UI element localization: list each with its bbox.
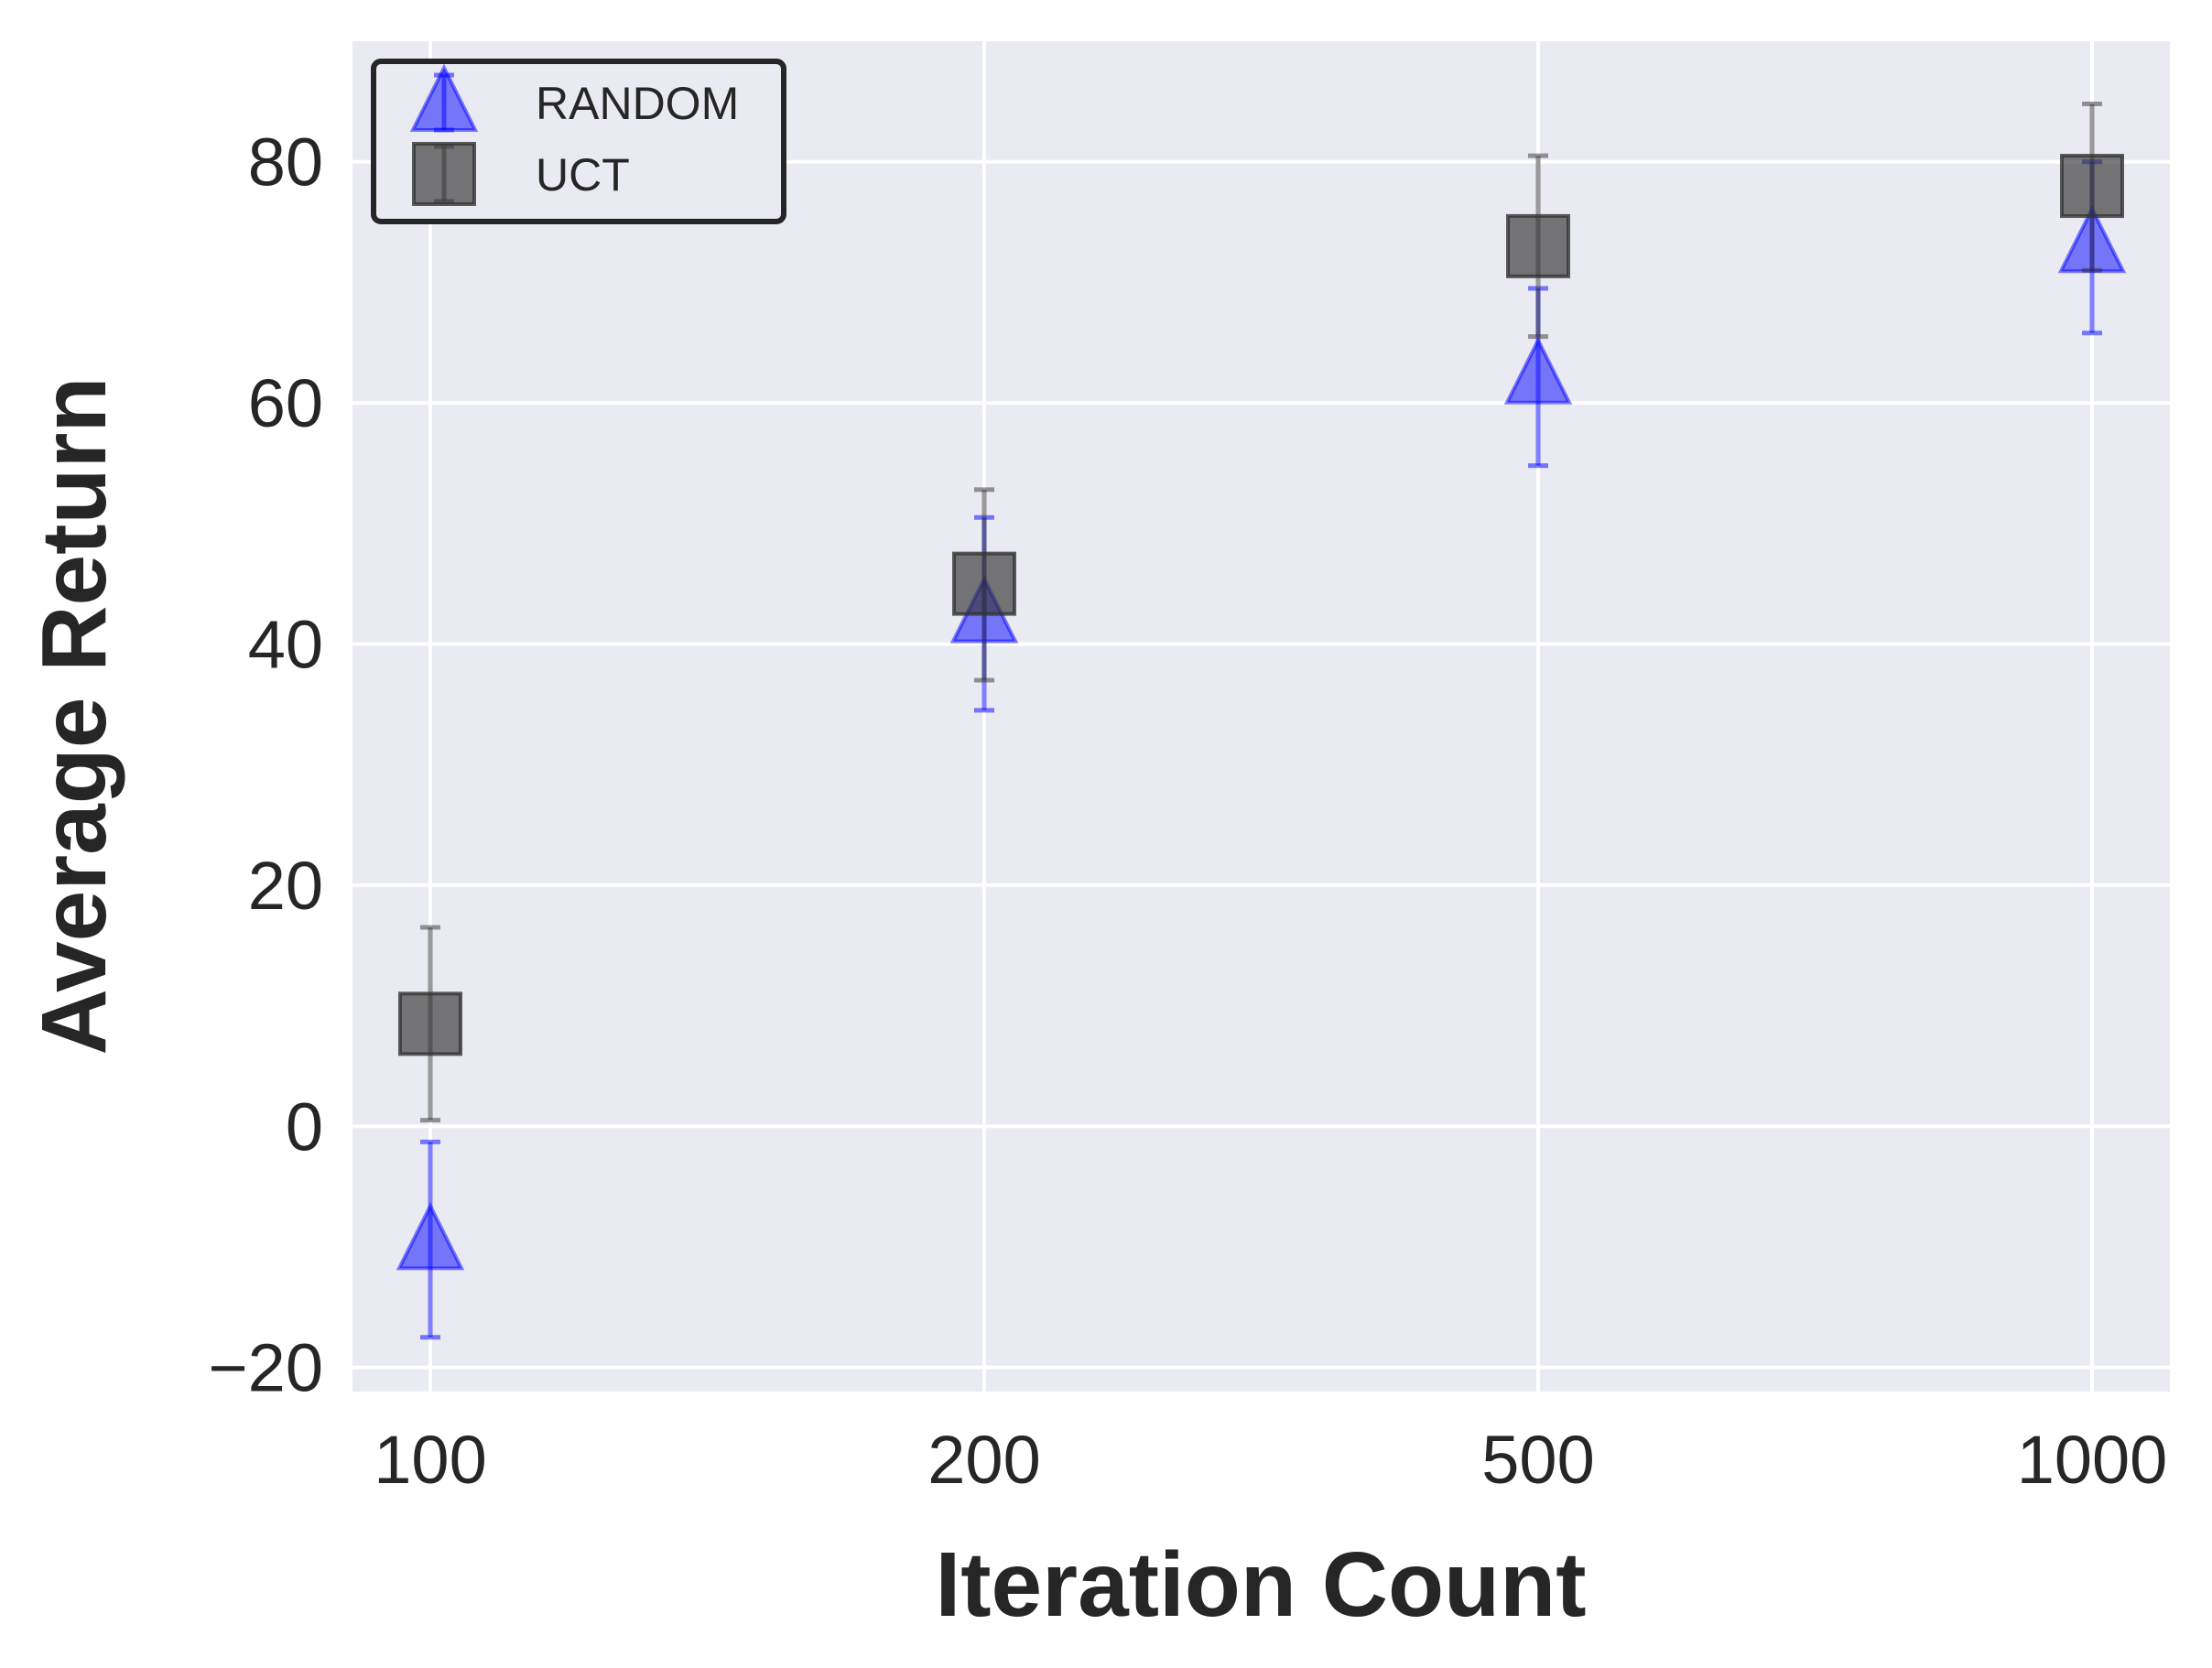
uct-point	[952, 487, 1016, 683]
x-tick-label: 100	[374, 1422, 486, 1498]
triangle-marker	[1503, 336, 1573, 405]
legend: RANDOM UCT	[371, 59, 786, 224]
y-tick-label: 0	[286, 1089, 323, 1164]
y-tick-label: 40	[248, 606, 323, 682]
square-marker	[398, 991, 462, 1056]
uct-point	[2060, 101, 2124, 273]
legend-item-uct: UCT	[412, 142, 630, 206]
random-point	[396, 1139, 465, 1340]
y-tick-label: −20	[208, 1330, 323, 1406]
legend-label: UCT	[536, 149, 630, 200]
legend-square-marker	[412, 142, 476, 206]
plot-background	[352, 41, 2170, 1392]
y-axis-label: Average Return	[23, 377, 125, 1056]
x-tick-labels: 100 200 500 1000	[374, 1422, 2167, 1498]
x-axis-label: Iteration Count	[935, 1533, 1586, 1636]
x-tick-label: 1000	[2017, 1422, 2168, 1498]
y-tick-label: 60	[248, 365, 323, 441]
triangle-marker	[396, 1201, 465, 1271]
uct-point	[398, 925, 462, 1123]
y-tick-labels: −20 0 20 40 60 80	[208, 125, 323, 1406]
data-marks	[396, 101, 2127, 1340]
y-tick-label: 80	[248, 125, 323, 200]
square-marker	[952, 551, 1016, 616]
y-tick-label: 20	[248, 848, 323, 924]
legend-label: RANDOM	[536, 78, 739, 129]
uct-point	[1506, 153, 1570, 340]
legend-item-random: RANDOM	[409, 63, 739, 133]
x-tick-label: 200	[927, 1422, 1040, 1498]
square-marker	[1506, 213, 1570, 278]
legend-triangle-marker	[409, 63, 479, 132]
x-tick-label: 500	[1481, 1422, 1594, 1498]
square-marker	[2060, 154, 2124, 219]
